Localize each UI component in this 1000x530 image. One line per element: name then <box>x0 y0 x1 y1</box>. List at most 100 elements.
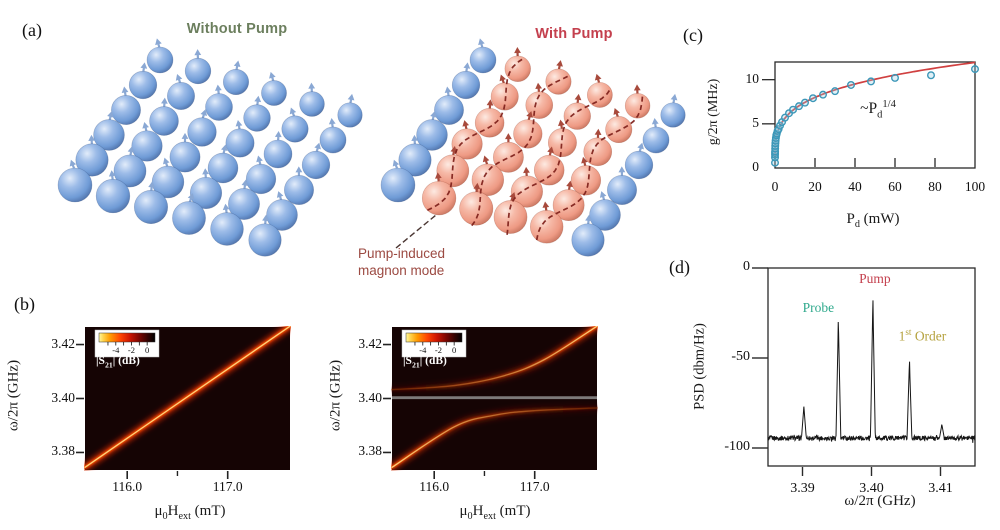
sphere <box>607 175 637 205</box>
pumped-sphere <box>570 165 602 196</box>
pumped-sphere <box>451 128 483 160</box>
pumped-sphere <box>436 154 470 188</box>
pumped-sphere <box>493 200 528 234</box>
pumped-sphere <box>530 210 564 244</box>
sphere <box>299 91 325 117</box>
magnon-mode-core <box>391 326 598 391</box>
b-right-colorbar-label: |S21| (dB) <box>403 355 447 370</box>
panel-a-label: (a) <box>22 20 42 40</box>
d-y-axis-label: PSD (dbm/Hz) <box>691 323 708 410</box>
sphere <box>248 223 282 257</box>
sphere <box>337 102 363 128</box>
data-point <box>867 77 876 86</box>
panel-b-label: (b) <box>14 294 35 314</box>
sphere <box>589 199 621 231</box>
pumped-sphere <box>525 91 554 119</box>
annotation-pointer-line <box>395 214 437 249</box>
b-left-colorbar-label: |S21| (dB) <box>96 355 140 370</box>
panel-d-label: (d) <box>669 257 690 277</box>
data-point <box>819 90 828 99</box>
sphere <box>284 175 314 205</box>
data-points <box>771 65 980 167</box>
pumped-sphere <box>492 141 524 173</box>
plot-frame <box>774 61 976 169</box>
sphere <box>57 167 93 203</box>
heatmap-b-left <box>76 326 291 479</box>
sphere <box>187 117 217 147</box>
c-y-axis-label: g/2π (MHz) <box>706 78 721 146</box>
pumped-sphere <box>624 93 651 119</box>
pumped-sphere <box>421 180 457 216</box>
with-pump-title: With Pump <box>535 26 613 42</box>
b-left-x-axis-label: μ0Hext (mT) <box>154 503 226 522</box>
sphere <box>223 68 250 95</box>
sphere <box>660 102 686 128</box>
sphere <box>172 201 206 235</box>
spectrum-trace <box>767 300 976 443</box>
sphere <box>207 152 239 184</box>
colorbar-gradient <box>405 332 463 343</box>
data-point <box>891 73 900 82</box>
pumped-sphere <box>563 102 591 130</box>
pumped-sphere <box>552 189 585 222</box>
sphere <box>189 176 223 210</box>
sphere <box>149 106 179 136</box>
lattice-without-pump <box>57 38 363 257</box>
sphere <box>319 126 347 154</box>
plot-frame <box>767 267 976 467</box>
spectrum-plot-d <box>752 267 976 476</box>
pumped-sphere <box>474 108 505 138</box>
sphere <box>380 167 416 203</box>
sphere <box>281 115 309 143</box>
data-point <box>831 87 840 96</box>
pumped-sphere <box>547 128 577 158</box>
heatmap-b-right <box>383 326 598 479</box>
scatter-plot-c <box>762 61 980 169</box>
pumped-sphere <box>459 191 494 226</box>
sphere <box>146 46 174 74</box>
pumped-sphere <box>533 154 565 186</box>
magnon-wave <box>506 87 612 235</box>
sphere <box>301 150 331 180</box>
b-left-y-axis-label: ω/2π (GHz) <box>5 359 22 432</box>
pumped-sphere <box>471 163 505 197</box>
sphere <box>642 126 670 154</box>
magnon-wave <box>471 74 571 227</box>
data-point <box>789 105 798 114</box>
sphere <box>624 150 654 180</box>
panel-c-label: (c) <box>683 25 703 45</box>
sphere <box>205 93 233 121</box>
sphere <box>266 199 298 231</box>
pumped-sphere <box>583 137 613 167</box>
data-point <box>795 102 804 111</box>
sphere <box>261 80 287 106</box>
magnon-wave <box>427 57 524 212</box>
sphere <box>134 190 169 225</box>
sphere <box>469 46 497 74</box>
data-point <box>927 71 936 80</box>
sphere <box>451 70 481 100</box>
sphere <box>75 143 109 177</box>
pumped-sphere <box>490 82 519 111</box>
sphere <box>95 178 131 214</box>
sphere <box>93 119 125 151</box>
sphere <box>184 57 212 85</box>
data-point <box>801 98 810 107</box>
without-pump-title: Without Pump <box>186 21 288 37</box>
c-fit-annotation: ~Pd1/4 <box>860 99 896 121</box>
pumped-sphere <box>513 119 543 149</box>
sphere <box>225 128 255 158</box>
b-right-y-axis-label: ω/2π (GHz) <box>327 359 344 432</box>
pump-induced-magnon-mode-annotation: Pump-induced magnon mode <box>358 246 446 278</box>
data-point <box>971 65 980 74</box>
data-point <box>809 94 818 103</box>
b-right-x-axis-label: μ0Hext (mT) <box>459 503 531 522</box>
sphere <box>398 143 432 177</box>
sphere <box>169 141 201 173</box>
sphere <box>113 154 147 188</box>
colorbar-gradient <box>98 332 156 343</box>
sphere <box>210 212 244 246</box>
sphere <box>434 95 464 125</box>
